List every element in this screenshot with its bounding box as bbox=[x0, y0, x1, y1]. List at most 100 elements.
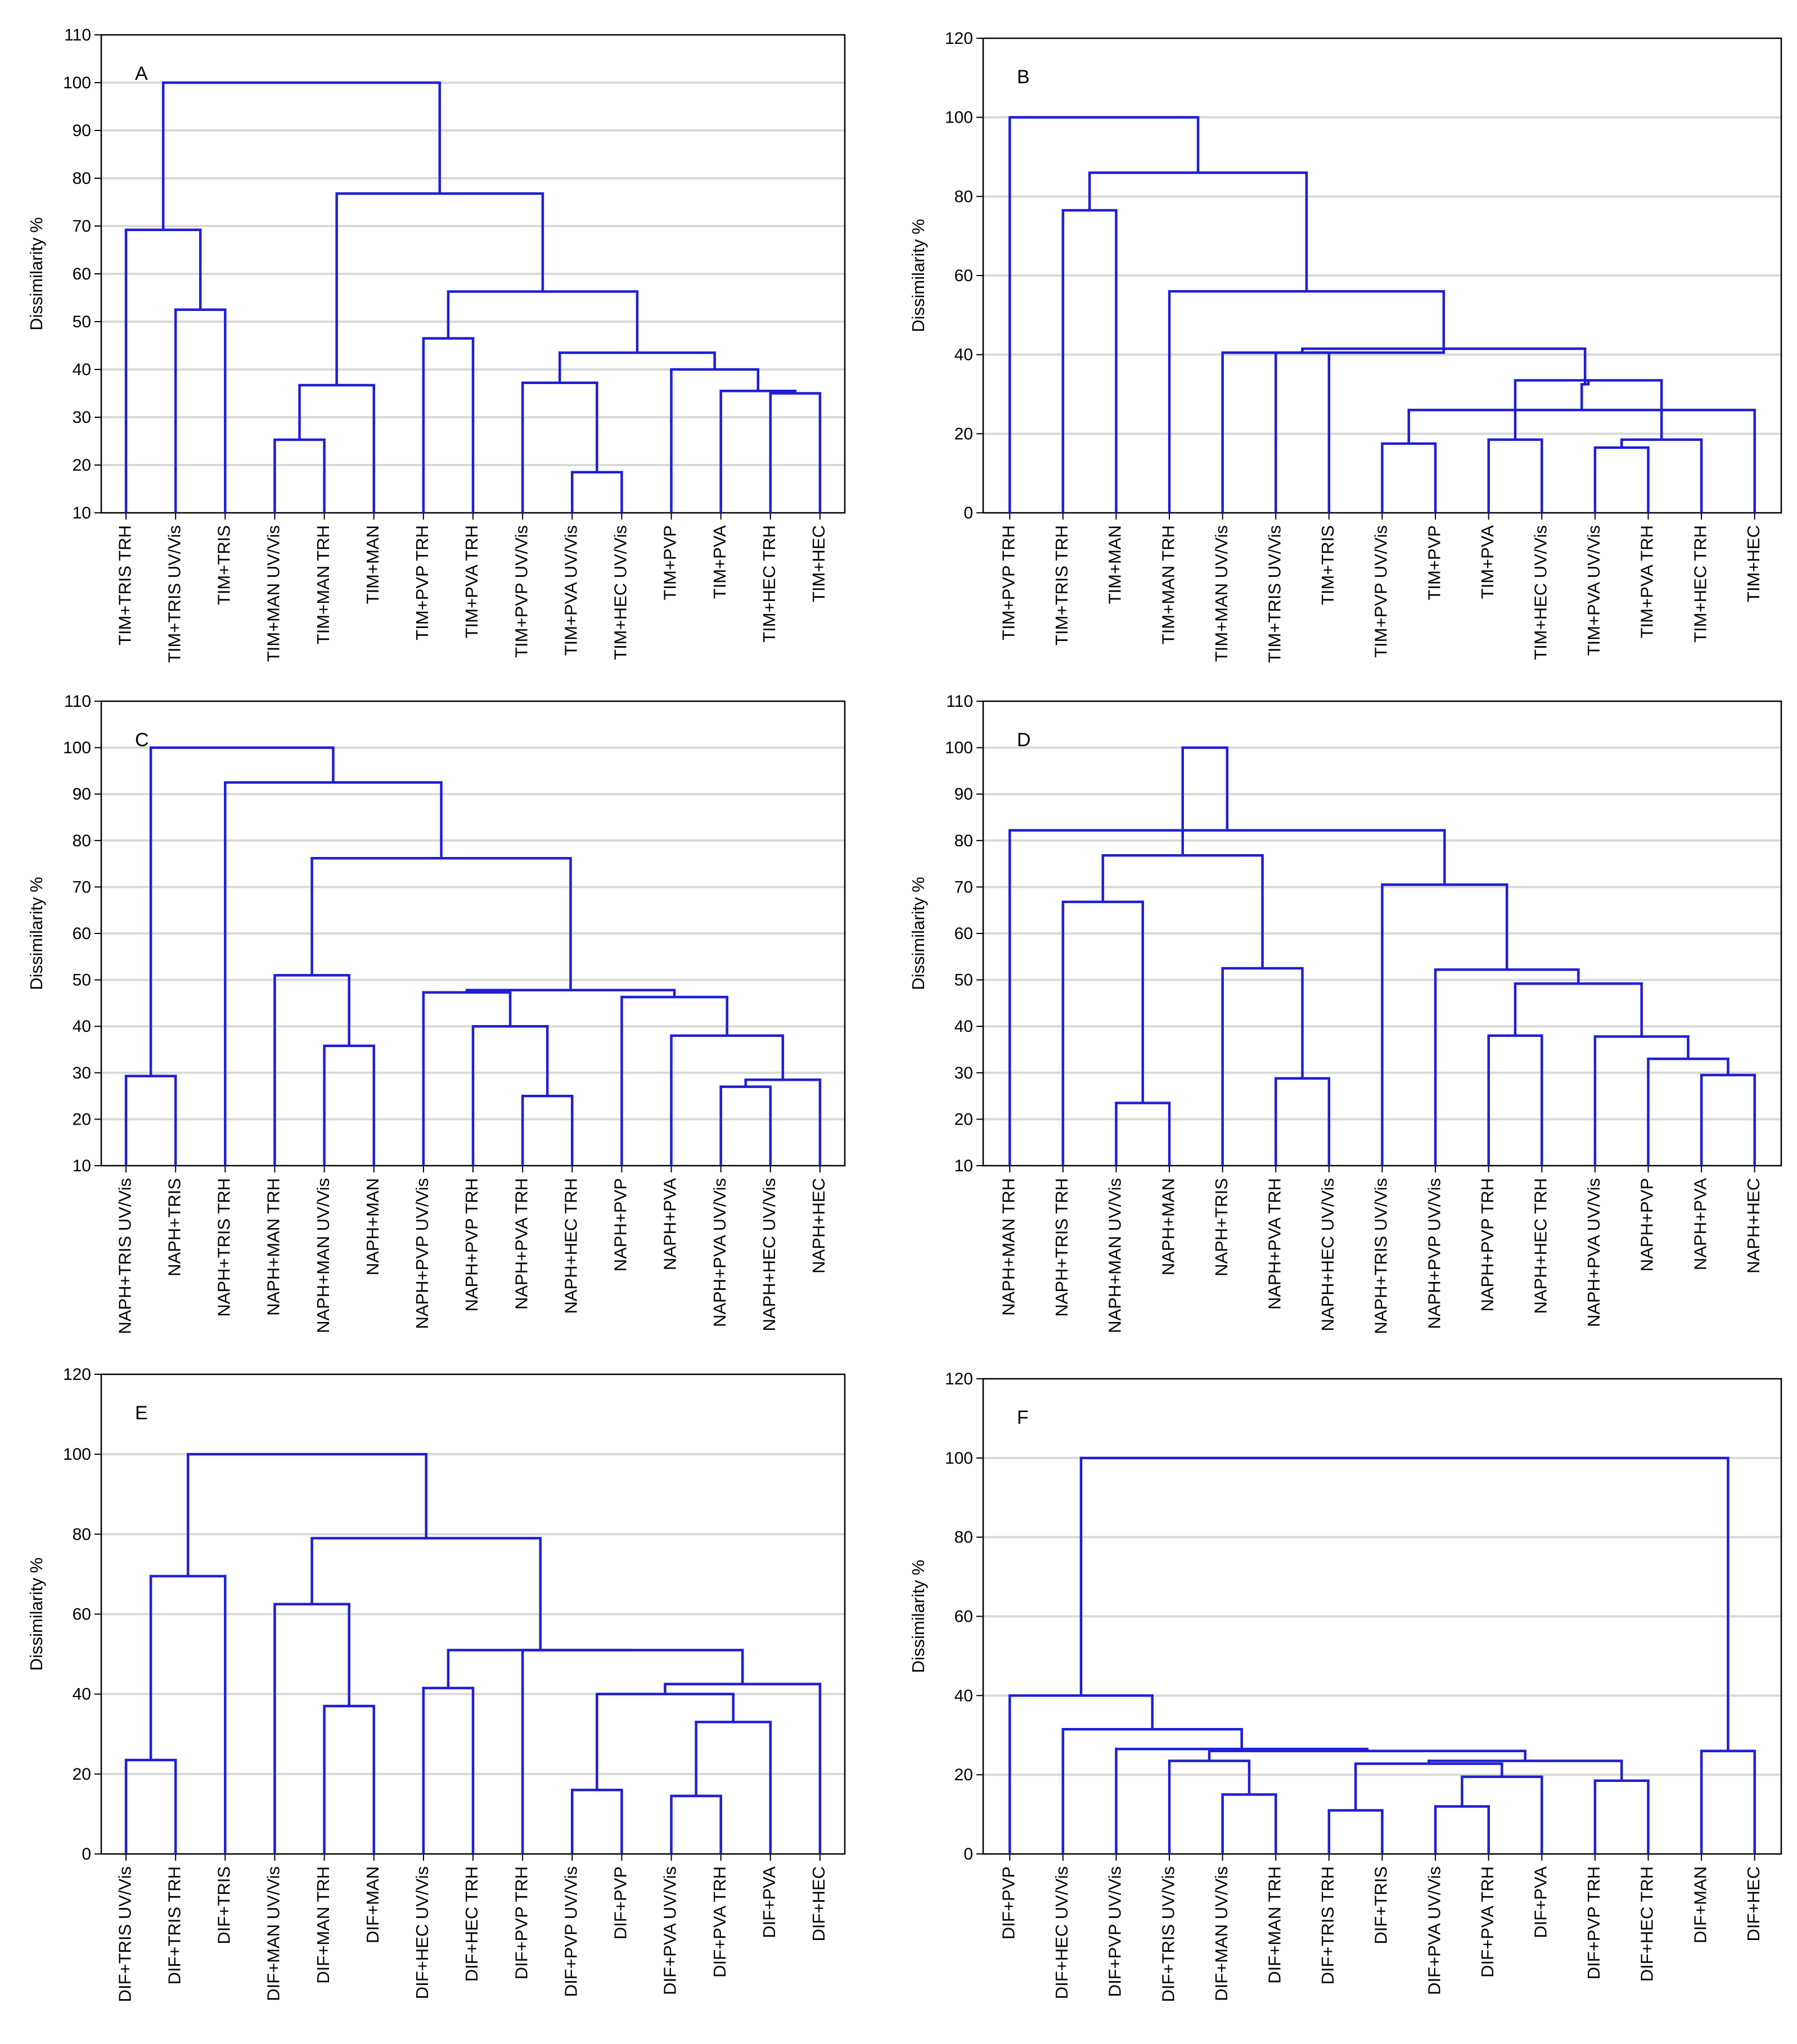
y-tick-label: 100 bbox=[945, 1449, 973, 1468]
dendrogram-link bbox=[521, 1094, 574, 1166]
y-tick-label: 20 bbox=[954, 1766, 973, 1784]
dendrogram-link bbox=[149, 1574, 227, 1854]
y-tick-label: 100 bbox=[945, 109, 973, 127]
y-tick-label: 50 bbox=[954, 971, 973, 990]
leaf-label: NAPH+PVA bbox=[1690, 1178, 1710, 1270]
y-tick-label: 70 bbox=[73, 217, 91, 236]
leaf-label: TIM+PVA TRH bbox=[462, 525, 481, 638]
leaf-label: NAPH+HEC TRH bbox=[1530, 1178, 1550, 1314]
leaf-label: DIF+PVP UV/Vis bbox=[561, 1866, 580, 1997]
leaf-label: TIM+TRIS UV/Vis bbox=[164, 525, 184, 663]
leaf-label: DIF+TRIS UV/Vis bbox=[115, 1866, 134, 2002]
leaf-label: DIF+PVA TRH bbox=[710, 1866, 729, 1978]
dendrogram-link bbox=[1221, 1793, 1277, 1854]
leaf-label: DIF+PVA UV/Vis bbox=[660, 1866, 680, 1995]
y-tick-label: 20 bbox=[73, 456, 91, 475]
leaf-label: TIM+PVA UV/Vis bbox=[561, 525, 580, 656]
dendrogram-link bbox=[1487, 438, 1543, 513]
leaf-label: DIF+PVP UV/Vis bbox=[1105, 1866, 1125, 1997]
leaf-label: NAPH+TRIS UV/Vis bbox=[115, 1178, 134, 1334]
leaf-label: TIM+MAN bbox=[1105, 525, 1125, 604]
dendrogram-link bbox=[1101, 854, 1264, 968]
leaf-label: TIM+PVP UV/Vis bbox=[511, 525, 531, 658]
dendrogram-link bbox=[273, 438, 326, 513]
leaf-label: TIM+PVA bbox=[1478, 525, 1497, 599]
y-tick-label: 10 bbox=[73, 504, 91, 522]
leaf-label: TIM+HEC UV/Vis bbox=[1530, 525, 1550, 660]
dendrogram-link bbox=[1274, 1077, 1331, 1166]
dendrogram-link bbox=[1221, 349, 1445, 513]
leaf-label: NAPH+TRIS UV/Vis bbox=[1371, 1178, 1391, 1334]
dendrogram-link bbox=[1620, 438, 1703, 513]
leaf-label: TIM+HEC bbox=[809, 525, 828, 602]
dendrogram-link bbox=[1487, 1034, 1543, 1166]
panel-letter: F bbox=[1017, 1407, 1029, 1428]
leaf-label: DIF+TRIS UV/Vis bbox=[1158, 1866, 1178, 2002]
leaf-label: TIM+MAN TRH bbox=[313, 525, 333, 644]
leaf-label: NAPH+PVA UV/Vis bbox=[710, 1178, 729, 1327]
leaf-label: TIM+MAN bbox=[363, 525, 382, 604]
y-tick-label: 60 bbox=[73, 1605, 91, 1624]
leaf-label: DIF+PVA UV/Vis bbox=[1424, 1866, 1444, 1995]
y-tick-label: 90 bbox=[73, 785, 91, 804]
leaf-label: TIM+PVP bbox=[1424, 525, 1444, 601]
leaf-label: DIF+PVP TRH bbox=[1584, 1866, 1604, 1979]
dendrogram-link bbox=[695, 1721, 772, 1854]
y-tick-label: 20 bbox=[73, 1765, 91, 1784]
leaf-label: DIF+MAN TRH bbox=[1264, 1866, 1284, 1984]
leaf-label: DIF+MAN bbox=[1690, 1866, 1710, 1943]
leaf-label: DIF+MAN TRH bbox=[313, 1866, 333, 1984]
dendrogram-link bbox=[1181, 746, 1229, 856]
dendrogram-link bbox=[447, 1649, 633, 1689]
panel-f: 0 20 40 60 80 100 120 F Dissimilarity % DIF+PVP DI… bbox=[908, 1370, 1782, 2002]
y-tick-label: 60 bbox=[954, 924, 973, 943]
dendrogram-link bbox=[1008, 829, 1446, 1166]
panel-c: 10 20 30 40 50 60 70 80 90 100 110 C Dissimilarity %… bbox=[26, 692, 846, 1334]
dendrogram-link bbox=[664, 1682, 822, 1854]
dendrogram-link bbox=[273, 974, 350, 1166]
leaf-label: TIM+TRIS TRH bbox=[115, 525, 134, 646]
y-tick-label: 40 bbox=[73, 360, 91, 379]
leaf-label: NAPH+PVA bbox=[660, 1178, 680, 1270]
y-axis-title: Dissimilarity % bbox=[908, 1560, 928, 1673]
leaf-label: TIM+PVA TRH bbox=[1637, 525, 1657, 638]
dendrogram-link bbox=[1434, 968, 1580, 1166]
y-tick-label: 90 bbox=[73, 121, 91, 140]
panel-d: 10 20 30 40 50 60 70 80 90 100 110 D Dissimilarity %… bbox=[908, 692, 1782, 1334]
y-tick-label: 70 bbox=[954, 878, 973, 896]
leaf-label: NAPH+HEC UV/Vis bbox=[759, 1178, 779, 1331]
y-tick-label: 120 bbox=[945, 1370, 973, 1388]
y-tick-label: 110 bbox=[64, 692, 91, 711]
leaf-label: TIM+MAN UV/Vis bbox=[264, 525, 283, 662]
leaf-label: TIM+TRIS bbox=[214, 525, 234, 605]
dendrogram-link bbox=[670, 1794, 722, 1854]
leaf-label: TIM+MAN UV/Vis bbox=[1211, 525, 1231, 662]
y-tick-label: 10 bbox=[73, 1157, 91, 1175]
y-tick-label: 20 bbox=[954, 1110, 973, 1129]
dendrogram-link bbox=[1434, 1805, 1490, 1854]
dendrogram-link bbox=[571, 1789, 623, 1854]
panel-letter: B bbox=[1017, 66, 1030, 88]
leaf-label: NAPH+TRIS TRH bbox=[1052, 1178, 1071, 1317]
y-tick-label: 100 bbox=[63, 74, 91, 92]
leaf-label: DIF+MAN UV/Vis bbox=[1211, 1866, 1231, 2001]
dendrogram-link bbox=[719, 1085, 772, 1166]
y-tick-label: 60 bbox=[954, 1608, 973, 1626]
dendrogram-link bbox=[1700, 1073, 1756, 1166]
y-tick-label: 70 bbox=[73, 878, 91, 896]
leaf-label: TIM+PVP UV/Vis bbox=[1371, 525, 1391, 658]
leaf-label: NAPH+TRIS bbox=[1211, 1178, 1231, 1276]
y-tick-label: 120 bbox=[63, 1365, 91, 1384]
leaf-label: DIF+TRIS TRH bbox=[164, 1866, 184, 1984]
leaf-label: DIF+HEC bbox=[809, 1866, 828, 1942]
dendrogram-link bbox=[596, 1693, 735, 1790]
y-tick-label: 20 bbox=[954, 425, 973, 443]
leaf-label: NAPH+PVA TRH bbox=[1264, 1178, 1284, 1310]
y-tick-label: 80 bbox=[954, 187, 973, 206]
leaf-label: TIM+TRIS bbox=[1318, 525, 1337, 605]
dendrogram-link bbox=[1354, 1762, 1503, 1811]
dendrogram-link bbox=[670, 1034, 785, 1166]
leaf-label: NAPH+HEC bbox=[809, 1178, 828, 1274]
dendrogram-link bbox=[521, 1649, 744, 1854]
leaf-label: NAPH+PVP UV/Vis bbox=[1424, 1178, 1444, 1329]
